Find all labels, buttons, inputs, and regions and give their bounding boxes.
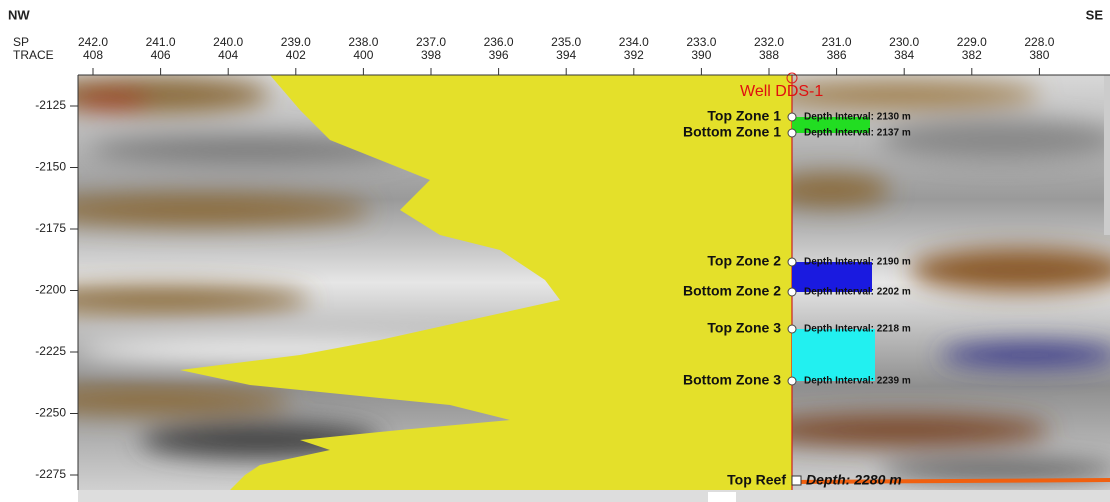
zone-marker xyxy=(787,376,797,386)
zone-label: Top Zone 1 xyxy=(707,108,781,124)
reef-depth: Depth: 2280 m xyxy=(806,472,902,488)
depth-tick-label: -2275 xyxy=(35,467,66,481)
trace-tick-label: 384 xyxy=(894,48,914,62)
scroll-thumb[interactable] xyxy=(708,492,736,502)
zone-2-fill xyxy=(792,262,872,292)
sp-tick-label: 241.0 xyxy=(146,35,176,49)
zone-marker xyxy=(787,324,797,334)
depth-tick-label: -2200 xyxy=(35,283,66,297)
zone-interval: Depth Interval: 2239 m xyxy=(804,376,911,387)
yellow-fill xyxy=(180,75,792,490)
trace-tick-label: 402 xyxy=(286,48,306,62)
zone-interval: Depth Interval: 2190 m xyxy=(804,257,911,268)
sp-tick-label: 235.0 xyxy=(551,35,581,49)
depth-tick-label: -2125 xyxy=(35,98,66,112)
trace-tick-label: 380 xyxy=(1029,48,1049,62)
corner-right: SE xyxy=(1086,7,1104,22)
zone-marker xyxy=(787,128,797,138)
corner-left: NW xyxy=(8,7,30,22)
sp-tick-label: 239.0 xyxy=(281,35,311,49)
zone-1-fill xyxy=(792,117,870,133)
trace-label: TRACE xyxy=(13,48,54,62)
reef-marker xyxy=(791,475,802,486)
sp-tick-label: 233.0 xyxy=(686,35,716,49)
seismic-texture xyxy=(78,77,1110,480)
reef-label: Top Reef xyxy=(727,472,786,488)
sp-tick-label: 232.0 xyxy=(754,35,784,49)
zone-label: Bottom Zone 3 xyxy=(683,372,781,388)
zone-3-fill xyxy=(792,329,875,381)
well-marker xyxy=(786,72,798,84)
trace-tick-label: 406 xyxy=(151,48,171,62)
zone-label: Bottom Zone 1 xyxy=(683,124,781,140)
scrollbar[interactable] xyxy=(78,490,1110,502)
depth-tick-label: -2150 xyxy=(35,160,66,174)
well-name: Well DDS-1 xyxy=(740,83,823,100)
trace-tick-label: 394 xyxy=(556,48,576,62)
depth-tick-label: -2250 xyxy=(35,406,66,420)
zone-marker xyxy=(787,112,797,122)
zone-interval: Depth Interval: 2218 m xyxy=(804,324,911,335)
sp-tick-label: 229.0 xyxy=(957,35,987,49)
zone-interval: Depth Interval: 2137 m xyxy=(804,128,911,139)
sp-tick-label: 234.0 xyxy=(619,35,649,49)
trace-tick-label: 398 xyxy=(421,48,441,62)
reef-line xyxy=(791,478,1110,484)
zone-interval: Depth Interval: 2130 m xyxy=(804,112,911,123)
zone-label: Top Zone 3 xyxy=(707,320,781,336)
trace-tick-label: 390 xyxy=(691,48,711,62)
depth-tick-label: -2225 xyxy=(35,344,66,358)
trace-tick-label: 408 xyxy=(83,48,103,62)
trace-tick-label: 382 xyxy=(962,48,982,62)
sp-tick-label: 236.0 xyxy=(484,35,514,49)
sp-tick-label: 240.0 xyxy=(213,35,243,49)
trace-tick-label: 386 xyxy=(827,48,847,62)
zone-marker xyxy=(787,287,797,297)
depth-tick-label: -2175 xyxy=(35,221,66,235)
trace-tick-label: 400 xyxy=(353,48,373,62)
sp-tick-label: 231.0 xyxy=(822,35,852,49)
sp-tick-label: 237.0 xyxy=(416,35,446,49)
trace-tick-label: 404 xyxy=(218,48,238,62)
trace-tick-label: 388 xyxy=(759,48,779,62)
sp-tick-label: 238.0 xyxy=(348,35,378,49)
sp-tick-label: 230.0 xyxy=(889,35,919,49)
trace-tick-label: 396 xyxy=(489,48,509,62)
zone-label: Top Zone 2 xyxy=(707,253,781,269)
v-scrollbar[interactable] xyxy=(1104,75,1110,235)
zone-interval: Depth Interval: 2202 m xyxy=(804,287,911,298)
zone-marker xyxy=(787,257,797,267)
sp-tick-label: 228.0 xyxy=(1024,35,1054,49)
trace-tick-label: 392 xyxy=(624,48,644,62)
sp-tick-label: 242.0 xyxy=(78,35,108,49)
zone-label: Bottom Zone 2 xyxy=(683,283,781,299)
sp-label: SP xyxy=(13,35,29,49)
